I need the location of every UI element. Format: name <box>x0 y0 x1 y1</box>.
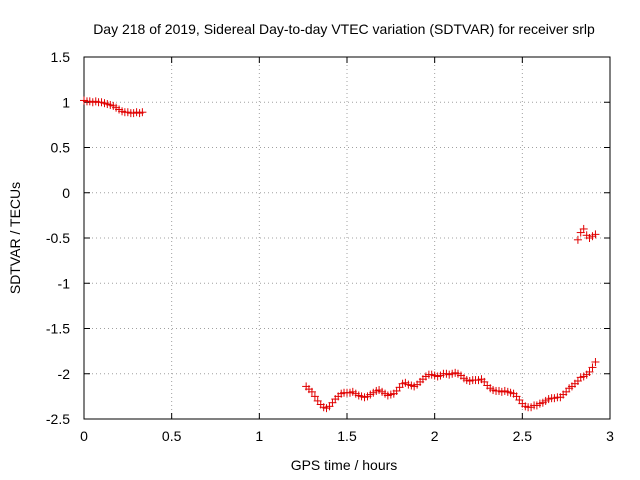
y-tick-label: -0.5 <box>46 230 70 246</box>
data-point <box>307 387 316 396</box>
data-point <box>588 363 597 372</box>
data-point <box>138 108 147 117</box>
y-axis-label: SDTVAR / TECUs <box>7 182 23 294</box>
x-tick-label: 3 <box>606 428 614 444</box>
data-point <box>591 357 600 366</box>
y-tick-label: 0.5 <box>51 140 71 156</box>
x-tick-label: 1 <box>255 428 263 444</box>
x-tick-label: 1.5 <box>337 428 357 444</box>
data-point <box>591 230 600 239</box>
grid <box>83 56 611 420</box>
data-point <box>310 392 319 401</box>
data-point <box>579 224 588 233</box>
data-point <box>573 235 582 244</box>
y-tick-label: 0 <box>62 185 70 201</box>
data-points <box>80 96 600 413</box>
y-axis: 1.5 1 0.5 0 -0.5 -1 -1.5 -2 -2.5 <box>46 49 610 427</box>
x-tick-label: 0 <box>80 428 88 444</box>
y-tick-label: 1.5 <box>51 49 71 65</box>
data-point <box>585 367 594 376</box>
x-axis-label: GPS time / hours <box>291 457 398 473</box>
y-tick-label: 1 <box>62 94 70 110</box>
x-tick-label: 2 <box>431 428 439 444</box>
y-tick-label: -2 <box>58 366 71 382</box>
x-tick-label: 0.5 <box>162 428 182 444</box>
x-tick-label: 2.5 <box>513 428 533 444</box>
y-tick-label: -2.5 <box>46 411 70 427</box>
y-tick-label: -1 <box>58 275 71 291</box>
y-tick-label: -1.5 <box>46 321 70 337</box>
x-axis: 0 0.5 1 1.5 2 2.5 3 <box>80 57 614 444</box>
chart-title: Day 218 of 2019, Sidereal Day-to-day VTE… <box>93 21 595 37</box>
